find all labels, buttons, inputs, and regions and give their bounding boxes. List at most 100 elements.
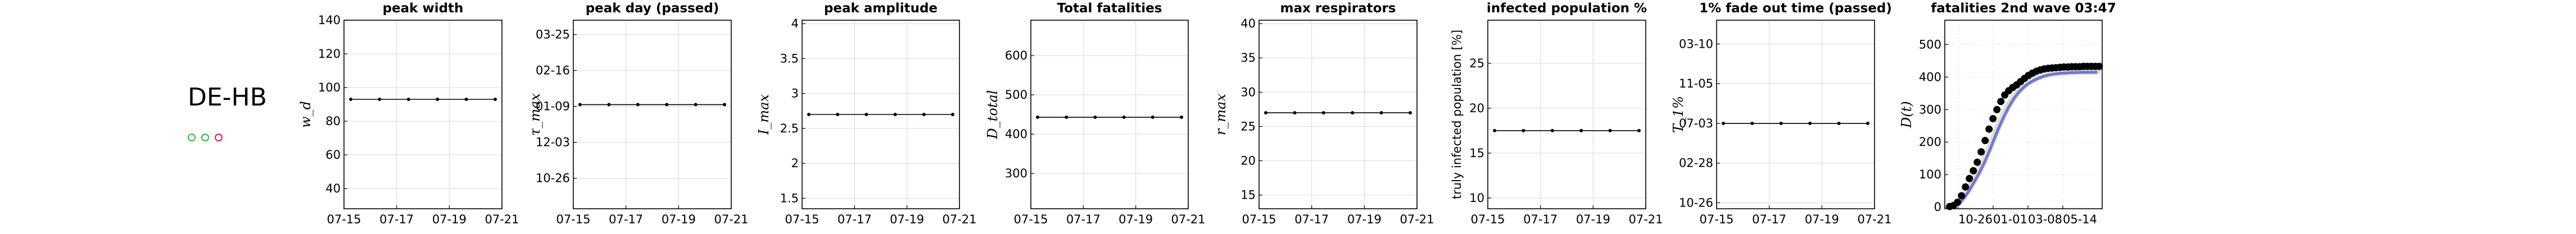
- x-tick-label: 07-21: [942, 213, 976, 226]
- x-tick-label: 07-19: [662, 213, 696, 226]
- data-point: [464, 98, 468, 101]
- panel-title: peak day (passed): [586, 1, 719, 16]
- data-point: [1180, 115, 1183, 119]
- y-tick-label: 30: [1241, 85, 1256, 99]
- data-point: [807, 113, 811, 116]
- observed-point: [1989, 115, 1997, 123]
- panel-title: peak width: [383, 1, 464, 16]
- y-tick-label: 3.5: [780, 52, 799, 65]
- x-tick-label: 05-14: [2063, 213, 2097, 226]
- y-tick-label: 60: [325, 148, 341, 162]
- y-tick-label: 10-26: [536, 172, 570, 185]
- x-tick-label: 07-15: [1013, 213, 1048, 226]
- x-tick-label: 07-17: [1752, 213, 1786, 226]
- x-tick-label: 01-01: [1993, 213, 2027, 226]
- y-tick-label: 140: [318, 13, 341, 27]
- data-point: [893, 113, 897, 116]
- data-point: [1779, 121, 1783, 125]
- data-point: [1379, 111, 1383, 114]
- y-tick-label: 10: [1469, 191, 1484, 205]
- observed-point: [1954, 198, 1962, 206]
- y-tick-label: 400: [1919, 70, 1941, 84]
- x-tick-label: 07-21: [485, 213, 519, 226]
- y-tick-label: 1.5: [780, 191, 799, 205]
- y-tick-label: 03-10: [1679, 37, 1713, 51]
- data-point: [406, 98, 410, 101]
- panel-title: peak amplitude: [824, 1, 938, 16]
- y-tick-label: 120: [318, 47, 341, 61]
- y-tick-label: 400: [1005, 127, 1027, 141]
- y-tick-label: 40: [1241, 17, 1256, 30]
- y-tick-label: 01-09: [536, 100, 570, 113]
- observed-point: [1966, 175, 1973, 182]
- observed-point: [1958, 192, 1966, 200]
- y-tick-label: 12-03: [536, 136, 570, 149]
- axes-frame: [1944, 20, 2103, 209]
- x-tick-label: 07-21: [714, 213, 748, 226]
- panel-tau: peak day (passed) 10-26 12-03 01-09 02-16 03-…: [527, 1, 749, 226]
- y-tick-label: 500: [1919, 38, 1941, 51]
- data-point: [1093, 115, 1097, 119]
- axes-frame: [1716, 20, 1875, 209]
- x-tick-label: 07-17: [379, 213, 414, 226]
- data-point: [951, 113, 954, 116]
- data-point: [864, 113, 868, 116]
- observed-point: [1993, 105, 2001, 113]
- data-point: [723, 103, 726, 107]
- y-tick-label: 300: [1005, 167, 1027, 180]
- data-point: [1579, 129, 1583, 132]
- panel-title: fatalities 2nd wave 03:47: [1931, 1, 2116, 16]
- x-tick-label: 07-17: [1066, 213, 1101, 226]
- data-point: [607, 103, 611, 107]
- x-tick-label: 07-19: [1576, 213, 1610, 226]
- observed-point: [1985, 125, 1993, 133]
- data-point: [922, 113, 926, 116]
- y-tick-label: 80: [325, 114, 341, 128]
- y-tick-label: 15: [1241, 189, 1256, 202]
- status-dot-1: [188, 134, 196, 141]
- data-point: [636, 103, 640, 107]
- y-axis-label: truly infected population [%]: [1450, 30, 1464, 199]
- panel-title: Total fatalities: [1057, 1, 1162, 16]
- x-tick-label: 07-15: [1699, 213, 1733, 226]
- y-tick-label: 03-25: [536, 28, 570, 42]
- data-point: [1065, 115, 1069, 119]
- y-tick-label: 2: [791, 157, 799, 170]
- axes-frame: [343, 20, 502, 209]
- panel-wave: fatalities 2nd wave 03:47 0 100 200 300 400 50…: [1899, 1, 2116, 226]
- y-tick-label: 11-05: [1679, 77, 1713, 90]
- x-tick-label: 07-21: [1400, 213, 1434, 226]
- observed-point: [1970, 167, 1977, 175]
- data-point: [1522, 129, 1525, 132]
- y-tick-label: 25: [1241, 120, 1256, 133]
- panel-title: 1% fade out time (passed): [1699, 1, 1892, 16]
- x-tick-label: 07-17: [1523, 213, 1558, 226]
- y-tick-label: 500: [1005, 88, 1027, 102]
- panel-title: infected population %: [1487, 1, 1647, 16]
- panel-fat: Total fatalities 300 400 500 600 07-15 07-17 07…: [985, 1, 1206, 226]
- region-label: DE-HB: [188, 83, 267, 112]
- y-axis-label: D(t): [1899, 101, 1914, 129]
- panel-resp: max respirators 15 20 25 30 35 40 07-15 07-17 07-…: [1213, 1, 1434, 226]
- x-tick-label: 07-17: [837, 213, 872, 226]
- y-tick-label: 300: [1919, 103, 1941, 116]
- data-point: [1637, 129, 1641, 132]
- data-point: [1264, 111, 1267, 114]
- data-point: [1808, 121, 1812, 125]
- x-tick-label: 07-15: [556, 213, 590, 226]
- observed-point: [1997, 98, 2005, 105]
- y-tick-label: 02-28: [1679, 157, 1713, 170]
- data-point: [1122, 115, 1126, 119]
- x-tick-label: 07-19: [432, 213, 467, 226]
- model-line: [1949, 71, 2098, 209]
- y-tick-label: 20: [1469, 102, 1484, 115]
- observed-point: [1973, 158, 1981, 166]
- y-tick-label: 07-03: [1679, 117, 1713, 130]
- data-point: [665, 103, 669, 107]
- y-axis-label: T_1%: [1670, 96, 1686, 133]
- status-dot-2: [201, 134, 209, 141]
- axes-frame: [802, 20, 960, 209]
- data-point: [1493, 129, 1496, 132]
- axes-frame: [573, 20, 732, 209]
- data-point: [1036, 115, 1039, 119]
